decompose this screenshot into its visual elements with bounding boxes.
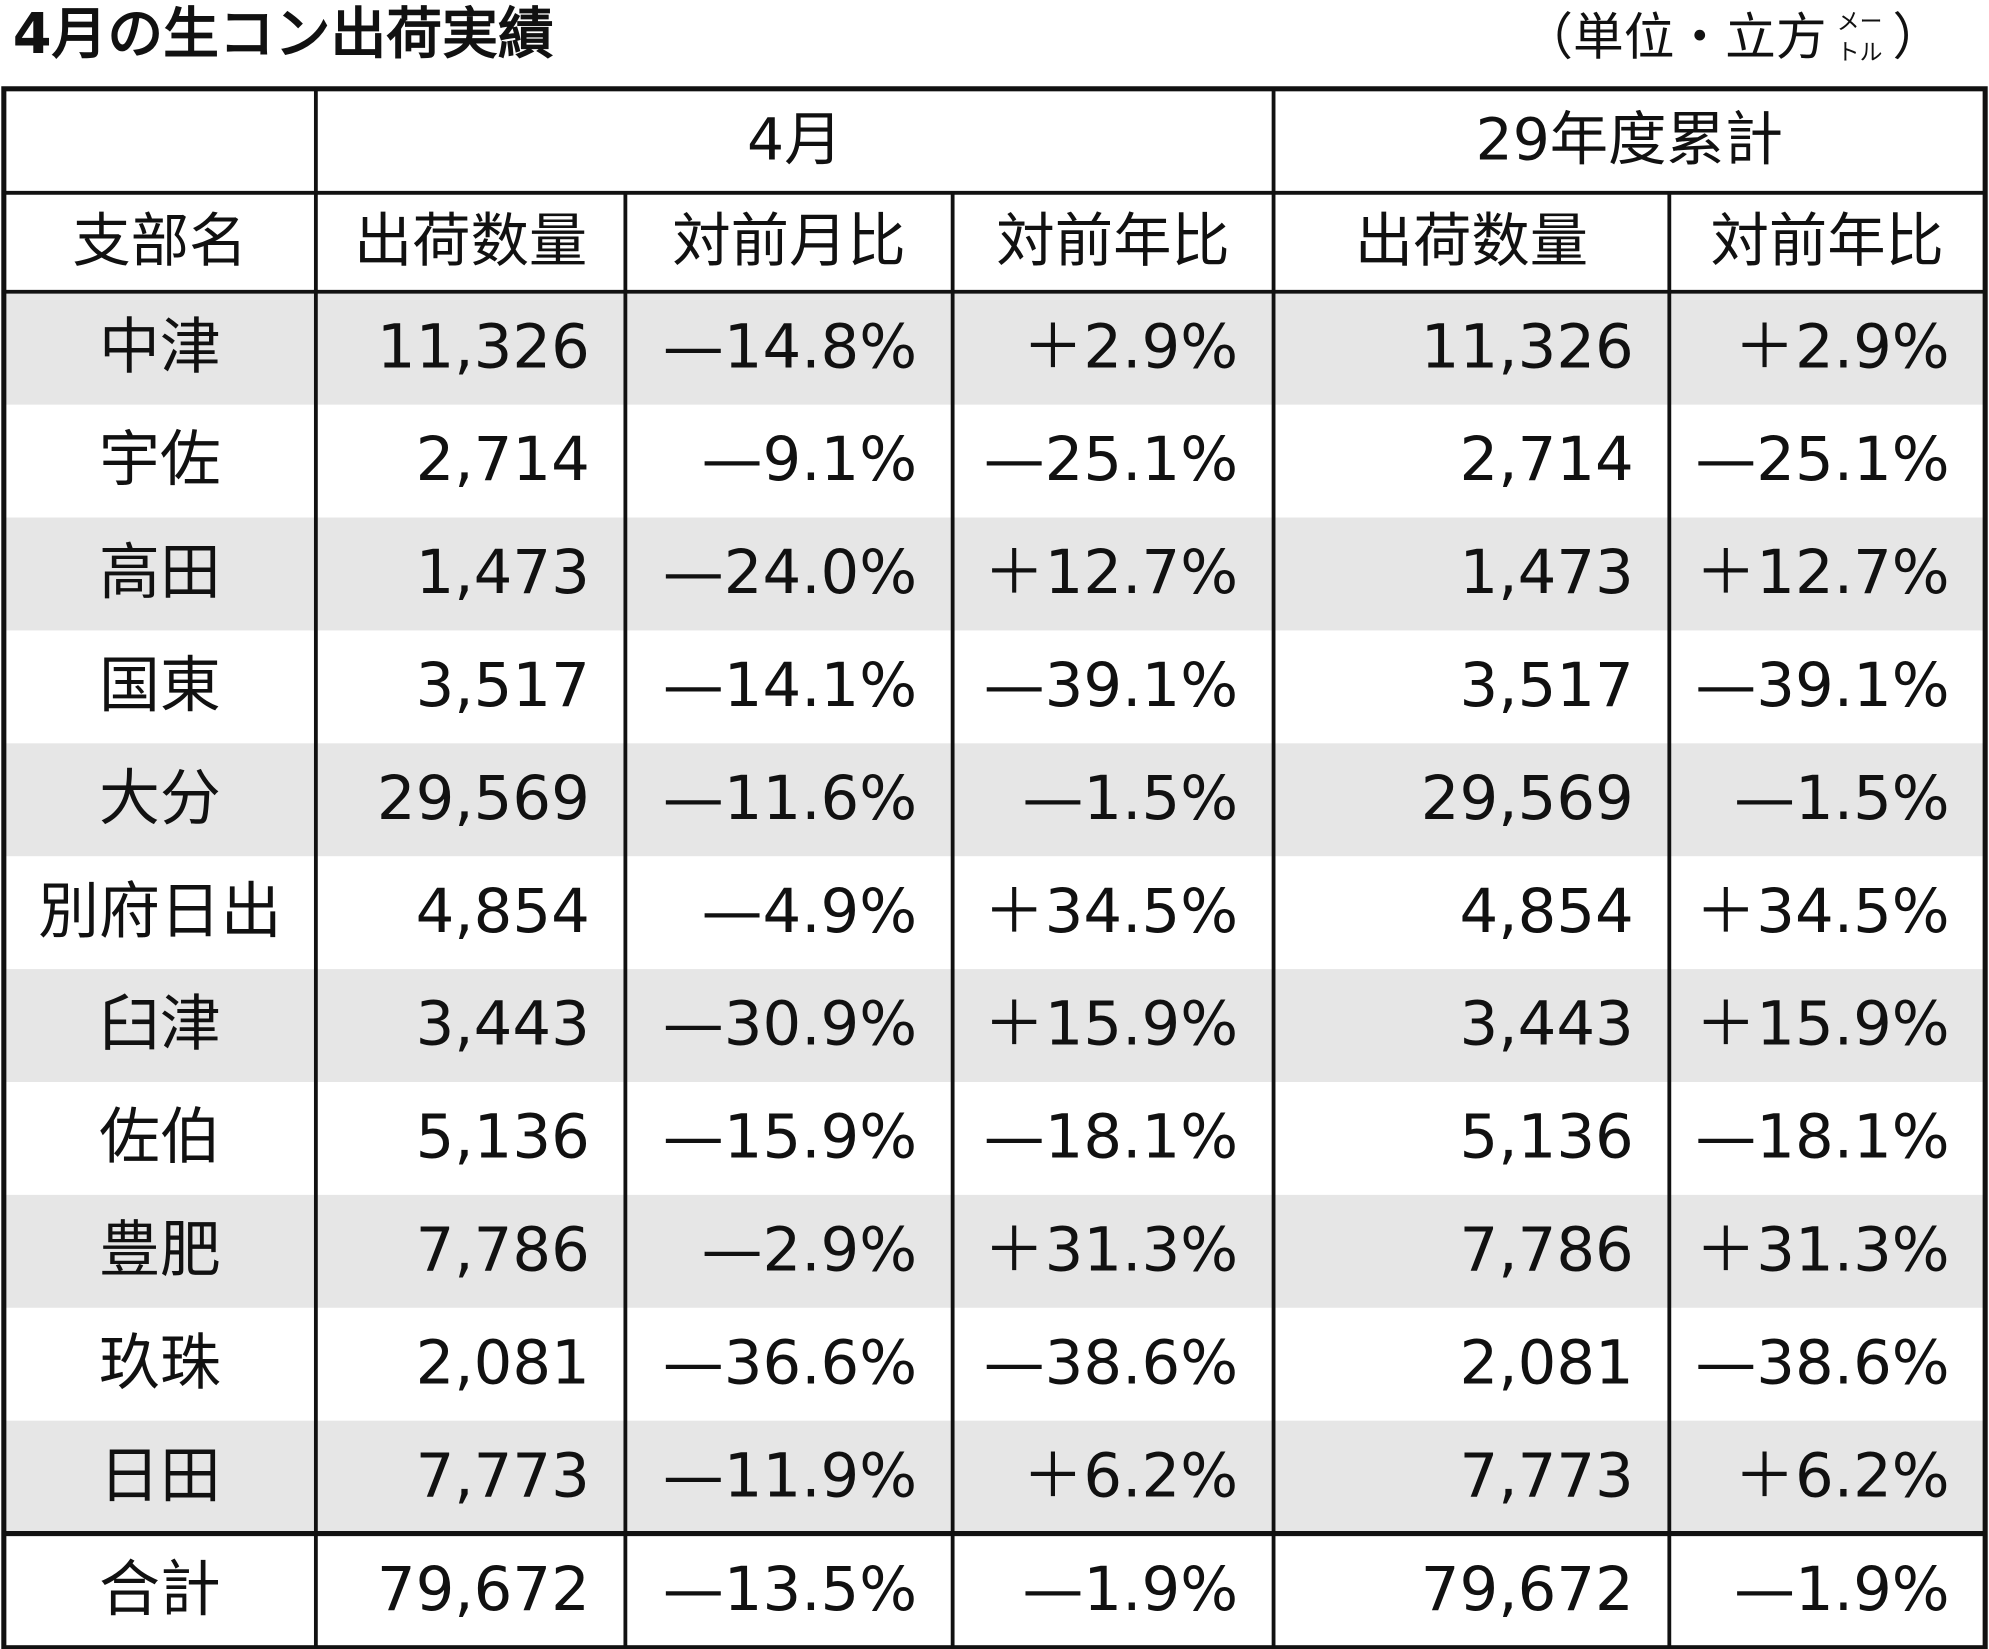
title: 4月の生コン出荷実績 bbox=[13, 2, 554, 67]
column-header: 対前月比 bbox=[672, 207, 905, 275]
cell: —18.1% bbox=[984, 1102, 1238, 1173]
row-label: 佐伯 bbox=[99, 1102, 221, 1173]
cell: —39.1% bbox=[1695, 650, 1949, 721]
cell: 11,326 bbox=[1421, 311, 1634, 382]
cell: ＋12.7% bbox=[1695, 537, 1949, 608]
unit-small: メー bbox=[1837, 9, 1883, 35]
cell: 3,443 bbox=[416, 989, 590, 1060]
row-label: 宇佐 bbox=[99, 424, 221, 495]
cell: ＋6.2% bbox=[1023, 1440, 1239, 1511]
cell: ＋15.9% bbox=[1695, 989, 1949, 1060]
cell: —18.1% bbox=[1695, 1102, 1949, 1173]
cell: 7,786 bbox=[416, 1214, 590, 1285]
column-header: 対前年比 bbox=[996, 207, 1229, 275]
cell: —25.1% bbox=[984, 424, 1238, 495]
row-label: 大分 bbox=[99, 763, 221, 834]
group-header: 4月 bbox=[747, 105, 842, 173]
row-shade bbox=[3, 1194, 1986, 1308]
cell: —38.6% bbox=[1695, 1327, 1949, 1398]
column-header: 出荷数量 bbox=[1355, 207, 1588, 275]
cell: 7,773 bbox=[1460, 1440, 1634, 1511]
cell: 3,443 bbox=[1460, 989, 1634, 1060]
cell: —30.9% bbox=[663, 989, 917, 1060]
cell: 2,081 bbox=[416, 1327, 590, 1398]
cell: 7,786 bbox=[1460, 1214, 1634, 1285]
cell: —39.1% bbox=[984, 650, 1238, 721]
cell: —1.5% bbox=[1023, 763, 1239, 834]
row-shade bbox=[3, 1420, 1986, 1534]
cell: 3,517 bbox=[1460, 650, 1634, 721]
cell: —36.6% bbox=[663, 1327, 917, 1398]
cell: —1.5% bbox=[1734, 763, 1950, 834]
cell: 29,569 bbox=[377, 763, 590, 834]
cell: ＋34.5% bbox=[1695, 876, 1949, 947]
row-shade bbox=[3, 743, 1986, 857]
cell: 3,517 bbox=[416, 650, 590, 721]
cell: 11,326 bbox=[377, 311, 590, 382]
cell: ＋12.7% bbox=[984, 537, 1238, 608]
total-cell: —13.5% bbox=[663, 1554, 917, 1625]
total-cell: —1.9% bbox=[1734, 1554, 1950, 1625]
cell: 2,081 bbox=[1460, 1327, 1634, 1398]
cell: —38.6% bbox=[984, 1327, 1238, 1398]
row-label: 別府日出 bbox=[38, 876, 281, 947]
cell: —11.6% bbox=[663, 763, 917, 834]
cell: 4,854 bbox=[416, 876, 590, 947]
table-border bbox=[1, 86, 1988, 1649]
unit: ） bbox=[1893, 8, 1944, 67]
cell: ＋31.3% bbox=[984, 1214, 1238, 1285]
cell: —24.0% bbox=[663, 537, 917, 608]
row-shade bbox=[3, 969, 1986, 1082]
group-header: 29年度累計 bbox=[1476, 105, 1784, 173]
total-label: 合計 bbox=[99, 1554, 221, 1625]
cell: —2.9% bbox=[702, 1214, 918, 1285]
cell: 5,136 bbox=[1460, 1102, 1634, 1173]
cell: 1,473 bbox=[1460, 537, 1634, 608]
column-header: 支部名 bbox=[72, 207, 247, 275]
unit: （単位・立方 bbox=[1522, 8, 1826, 67]
row-label: 国東 bbox=[99, 650, 221, 721]
column-header: 出荷数量 bbox=[354, 207, 587, 275]
cell: —15.9% bbox=[663, 1102, 917, 1173]
cell: —14.1% bbox=[663, 650, 917, 721]
cell: 5,136 bbox=[416, 1102, 590, 1173]
cell: 2,714 bbox=[1460, 424, 1634, 495]
cell: 29,569 bbox=[1421, 763, 1634, 834]
row-label: 臼津 bbox=[99, 989, 221, 1060]
total-cell: 79,672 bbox=[1421, 1554, 1634, 1625]
row-shade bbox=[3, 517, 1986, 631]
total-cell: —1.9% bbox=[1023, 1554, 1239, 1625]
cell: —25.1% bbox=[1695, 424, 1949, 495]
row-label: 高田 bbox=[99, 537, 221, 608]
row-label: 中津 bbox=[99, 311, 221, 382]
cell: —9.1% bbox=[702, 424, 918, 495]
cell: 2,714 bbox=[416, 424, 590, 495]
cell: ＋6.2% bbox=[1734, 1440, 1950, 1511]
cell: —14.8% bbox=[663, 311, 917, 382]
row-shade bbox=[3, 291, 1986, 405]
total-cell: 79,672 bbox=[377, 1554, 590, 1625]
row-label: 豊肥 bbox=[99, 1214, 221, 1285]
cell: ＋15.9% bbox=[984, 989, 1238, 1060]
cell: 1,473 bbox=[416, 537, 590, 608]
column-header: 対前年比 bbox=[1711, 207, 1944, 275]
cell: ＋31.3% bbox=[1695, 1214, 1949, 1285]
cell: ＋34.5% bbox=[984, 876, 1238, 947]
row-label: 玖珠 bbox=[99, 1327, 221, 1398]
cell: 4,854 bbox=[1460, 876, 1634, 947]
cell: —11.9% bbox=[663, 1440, 917, 1511]
cell: ＋2.9% bbox=[1734, 311, 1950, 382]
unit-small: トル bbox=[1837, 40, 1883, 66]
cell: 7,773 bbox=[416, 1440, 590, 1511]
row-label: 日田 bbox=[99, 1440, 221, 1511]
cell: —4.9% bbox=[702, 876, 918, 947]
cell: ＋2.9% bbox=[1023, 311, 1239, 382]
